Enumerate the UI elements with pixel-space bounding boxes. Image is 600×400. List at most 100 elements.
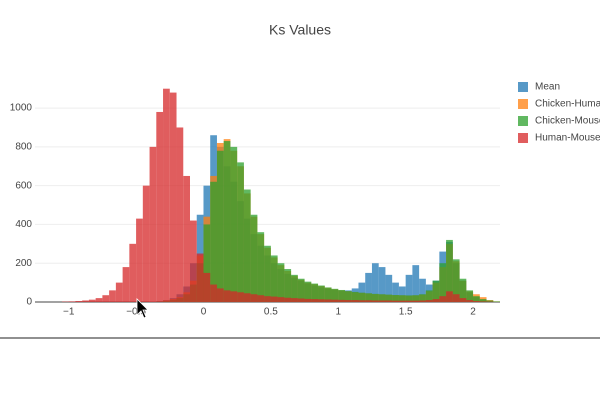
cursor xyxy=(136,298,149,319)
bar xyxy=(129,243,137,302)
bar xyxy=(243,293,251,302)
bar xyxy=(243,189,251,302)
bar xyxy=(203,224,211,302)
bar xyxy=(297,278,305,302)
legend-label[interactable]: Chicken-Mouse xyxy=(535,116,600,127)
bar xyxy=(88,299,96,302)
bar xyxy=(365,300,372,302)
x-tick-label: −0.5 xyxy=(126,307,146,318)
bar xyxy=(291,298,298,302)
bar xyxy=(102,295,110,302)
bar xyxy=(351,300,359,302)
bar xyxy=(446,291,453,302)
bar xyxy=(68,301,76,302)
legend[interactable]: Mean Chicken-Human Chicken-Mouse Human-Mous… xyxy=(518,82,600,144)
y-tick-label: 1000 xyxy=(10,103,33,114)
bar xyxy=(284,297,292,302)
bar xyxy=(304,281,312,302)
bar xyxy=(318,299,325,302)
bar xyxy=(142,185,150,302)
bar xyxy=(378,300,386,302)
bar xyxy=(358,292,366,302)
bar xyxy=(82,300,89,302)
bar xyxy=(398,300,406,302)
x-tick-label: 2 xyxy=(470,307,476,318)
x-tick-label: 0 xyxy=(201,307,207,318)
bar xyxy=(425,300,433,302)
bar xyxy=(230,146,238,302)
bar xyxy=(284,269,292,302)
bar xyxy=(223,290,231,302)
y-tick-label: 400 xyxy=(15,219,32,230)
bar xyxy=(392,295,399,302)
y-tick-label: 800 xyxy=(15,142,32,153)
bar xyxy=(466,290,474,302)
bar xyxy=(277,297,285,302)
bar xyxy=(176,127,184,302)
legend-swatch[interactable] xyxy=(518,116,528,126)
bar xyxy=(412,300,420,302)
bar xyxy=(365,293,372,302)
y-tick-label: 600 xyxy=(15,180,32,191)
bar xyxy=(237,292,244,302)
bar xyxy=(358,300,366,302)
bar xyxy=(479,301,487,302)
bar xyxy=(452,294,460,302)
bar xyxy=(169,92,177,302)
bar xyxy=(257,295,265,302)
bar xyxy=(419,300,426,302)
bar xyxy=(196,253,204,302)
bar xyxy=(216,288,224,302)
bar xyxy=(223,141,231,302)
bar xyxy=(432,299,440,302)
bar xyxy=(122,267,130,302)
bar xyxy=(385,300,393,302)
bar xyxy=(190,220,197,302)
bar xyxy=(473,296,480,302)
bar xyxy=(439,296,447,302)
bar xyxy=(115,282,123,302)
bar xyxy=(392,300,399,302)
bar xyxy=(405,295,413,302)
bar xyxy=(311,299,319,302)
bar xyxy=(210,181,217,302)
bar xyxy=(338,289,345,302)
labels: 0 200 400 600 800 1000 −1 −0.5 0 0.5 1 1.5 2 xyxy=(10,103,477,318)
legend-label[interactable]: Mean xyxy=(535,82,560,93)
bar xyxy=(270,296,278,302)
legend-swatch[interactable] xyxy=(518,99,528,109)
bar xyxy=(109,290,116,302)
bars xyxy=(61,88,500,303)
bar xyxy=(432,280,440,302)
bar xyxy=(466,300,474,302)
legend-label[interactable]: Chicken-Human xyxy=(535,99,600,110)
bar xyxy=(311,283,319,302)
x-tick-label: 0.5 xyxy=(264,307,278,318)
bar xyxy=(405,300,413,302)
legend-swatch[interactable] xyxy=(518,82,528,92)
bar xyxy=(486,300,494,302)
bar xyxy=(398,295,406,302)
bar xyxy=(149,146,157,302)
bar xyxy=(304,298,312,302)
bar xyxy=(163,88,170,303)
bar xyxy=(324,287,332,302)
bar xyxy=(459,278,467,302)
bar xyxy=(324,299,332,302)
bar xyxy=(264,245,271,302)
bar xyxy=(136,218,143,302)
bar xyxy=(378,294,386,302)
bar xyxy=(291,274,298,302)
x-tick-label: 1 xyxy=(335,307,341,318)
x-tick-label: −1 xyxy=(63,307,75,318)
bar xyxy=(358,282,366,302)
bar xyxy=(371,300,379,302)
bar xyxy=(385,274,393,302)
legend-swatch[interactable] xyxy=(518,133,528,143)
bar xyxy=(183,175,190,302)
bar xyxy=(318,285,325,302)
bar xyxy=(203,272,211,302)
bar xyxy=(75,301,83,302)
legend-label[interactable]: Human-Mouse xyxy=(535,133,600,144)
